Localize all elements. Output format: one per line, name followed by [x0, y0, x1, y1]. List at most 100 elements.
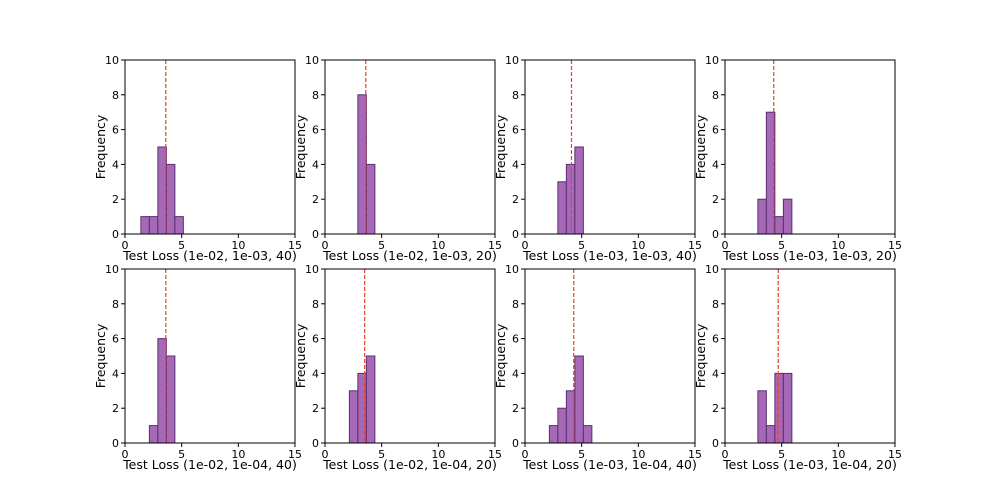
y-tick-label: 10 [505, 263, 519, 276]
y-axis-label: Frequency [293, 114, 308, 179]
x-tick-label: 0 [522, 448, 529, 461]
y-axis-label: Frequency [493, 323, 508, 388]
histogram-bar [557, 181, 567, 235]
x-tick-label: 5 [778, 239, 785, 252]
y-axis-label: Frequency [493, 114, 508, 179]
histogram-bar [140, 216, 150, 235]
histogram-bar [548, 425, 559, 444]
y-tick-label: 10 [705, 54, 719, 67]
x-tick-label: 15 [688, 448, 702, 461]
y-tick-label: 2 [712, 193, 719, 206]
x-tick-label: 10 [231, 239, 245, 252]
x-tick-label: 0 [322, 448, 329, 461]
x-tick-label: 0 [722, 239, 729, 252]
x-tick-label: 5 [178, 239, 185, 252]
y-axis-label: Frequency [93, 114, 108, 179]
x-axis-label: Test Loss (1e-03, 1e-04, 40) [522, 457, 697, 472]
plot-frame [724, 59, 896, 235]
x-tick-label: 10 [431, 448, 445, 461]
histogram-bar [165, 163, 176, 235]
histogram-bar [157, 146, 167, 235]
y-tick-label: 0 [712, 228, 719, 241]
histogram-bar [174, 216, 184, 235]
histogram-bar [165, 355, 176, 444]
y-tick-label: 6 [512, 124, 519, 137]
y-tick-label: 6 [312, 124, 319, 137]
y-tick-label: 4 [112, 367, 119, 380]
y-tick-label: 8 [712, 89, 719, 102]
y-tick-label: 8 [112, 89, 119, 102]
x-axis-label: Test Loss (1e-02, 1e-04, 20) [322, 457, 497, 472]
y-tick-label: 0 [512, 228, 519, 241]
y-tick-label: 2 [112, 193, 119, 206]
x-tick-label: 10 [431, 239, 445, 252]
x-tick-label: 10 [631, 448, 645, 461]
plot-frame [724, 268, 896, 444]
x-tick-label: 10 [831, 448, 845, 461]
y-axis-label: Frequency [293, 323, 308, 388]
y-axis-label: Frequency [693, 114, 708, 179]
y-axis-label: Frequency [693, 323, 708, 388]
y-tick-label: 0 [312, 437, 319, 450]
plot-frame [524, 59, 696, 235]
y-tick-label: 8 [312, 298, 319, 311]
x-tick-label: 5 [778, 448, 785, 461]
histogram-bar [357, 94, 367, 235]
x-tick-label: 15 [488, 448, 502, 461]
x-tick-label: 0 [722, 448, 729, 461]
histogram-bar [757, 390, 767, 444]
x-tick-label: 15 [888, 448, 902, 461]
y-tick-label: 0 [712, 437, 719, 450]
histogram-bar [148, 216, 159, 235]
x-tick-label: 5 [378, 239, 385, 252]
plot-frame [124, 268, 296, 444]
y-tick-label: 10 [705, 263, 719, 276]
x-tick-label: 0 [122, 239, 129, 252]
y-axis-label: Frequency [93, 323, 108, 388]
y-tick-label: 4 [512, 158, 519, 171]
y-tick-label: 10 [305, 263, 319, 276]
y-tick-label: 10 [105, 54, 119, 67]
x-tick-label: 0 [322, 239, 329, 252]
histogram-bar [782, 198, 793, 235]
y-tick-label: 0 [112, 228, 119, 241]
y-tick-label: 2 [112, 402, 119, 415]
x-tick-label: 10 [231, 448, 245, 461]
x-tick-label: 0 [122, 448, 129, 461]
y-tick-label: 4 [712, 158, 719, 171]
histogram-bar [574, 355, 584, 444]
y-tick-label: 6 [712, 333, 719, 346]
histogram-bar [348, 390, 359, 444]
plot-frame [124, 59, 296, 235]
y-tick-label: 8 [512, 89, 519, 102]
plot-frame [524, 268, 696, 444]
x-axis-label: Test Loss (1e-02, 1e-03, 40) [122, 248, 297, 263]
y-tick-label: 6 [112, 333, 119, 346]
y-tick-label: 10 [305, 54, 319, 67]
y-tick-label: 4 [312, 367, 319, 380]
plot-frame [324, 268, 496, 444]
y-tick-label: 0 [312, 228, 319, 241]
y-tick-label: 0 [112, 437, 119, 450]
x-tick-label: 10 [631, 239, 645, 252]
x-tick-label: 15 [288, 448, 302, 461]
x-axis-label: Test Loss (1e-02, 1e-04, 40) [122, 457, 297, 472]
y-tick-label: 0 [512, 437, 519, 450]
histogram-bar [557, 407, 567, 444]
histogram-bar [774, 372, 784, 444]
histogram-bar [582, 425, 593, 444]
histogram-bar [365, 355, 376, 444]
y-tick-label: 4 [112, 158, 119, 171]
y-tick-label: 6 [312, 333, 319, 346]
histogram-bar [565, 163, 576, 235]
plot-frame [324, 59, 496, 235]
histogram-bar [148, 425, 159, 444]
x-axis-label: Test Loss (1e-03, 1e-04, 20) [722, 457, 897, 472]
x-axis-label: Test Loss (1e-02, 1e-03, 20) [322, 248, 497, 263]
y-tick-label: 4 [512, 367, 519, 380]
